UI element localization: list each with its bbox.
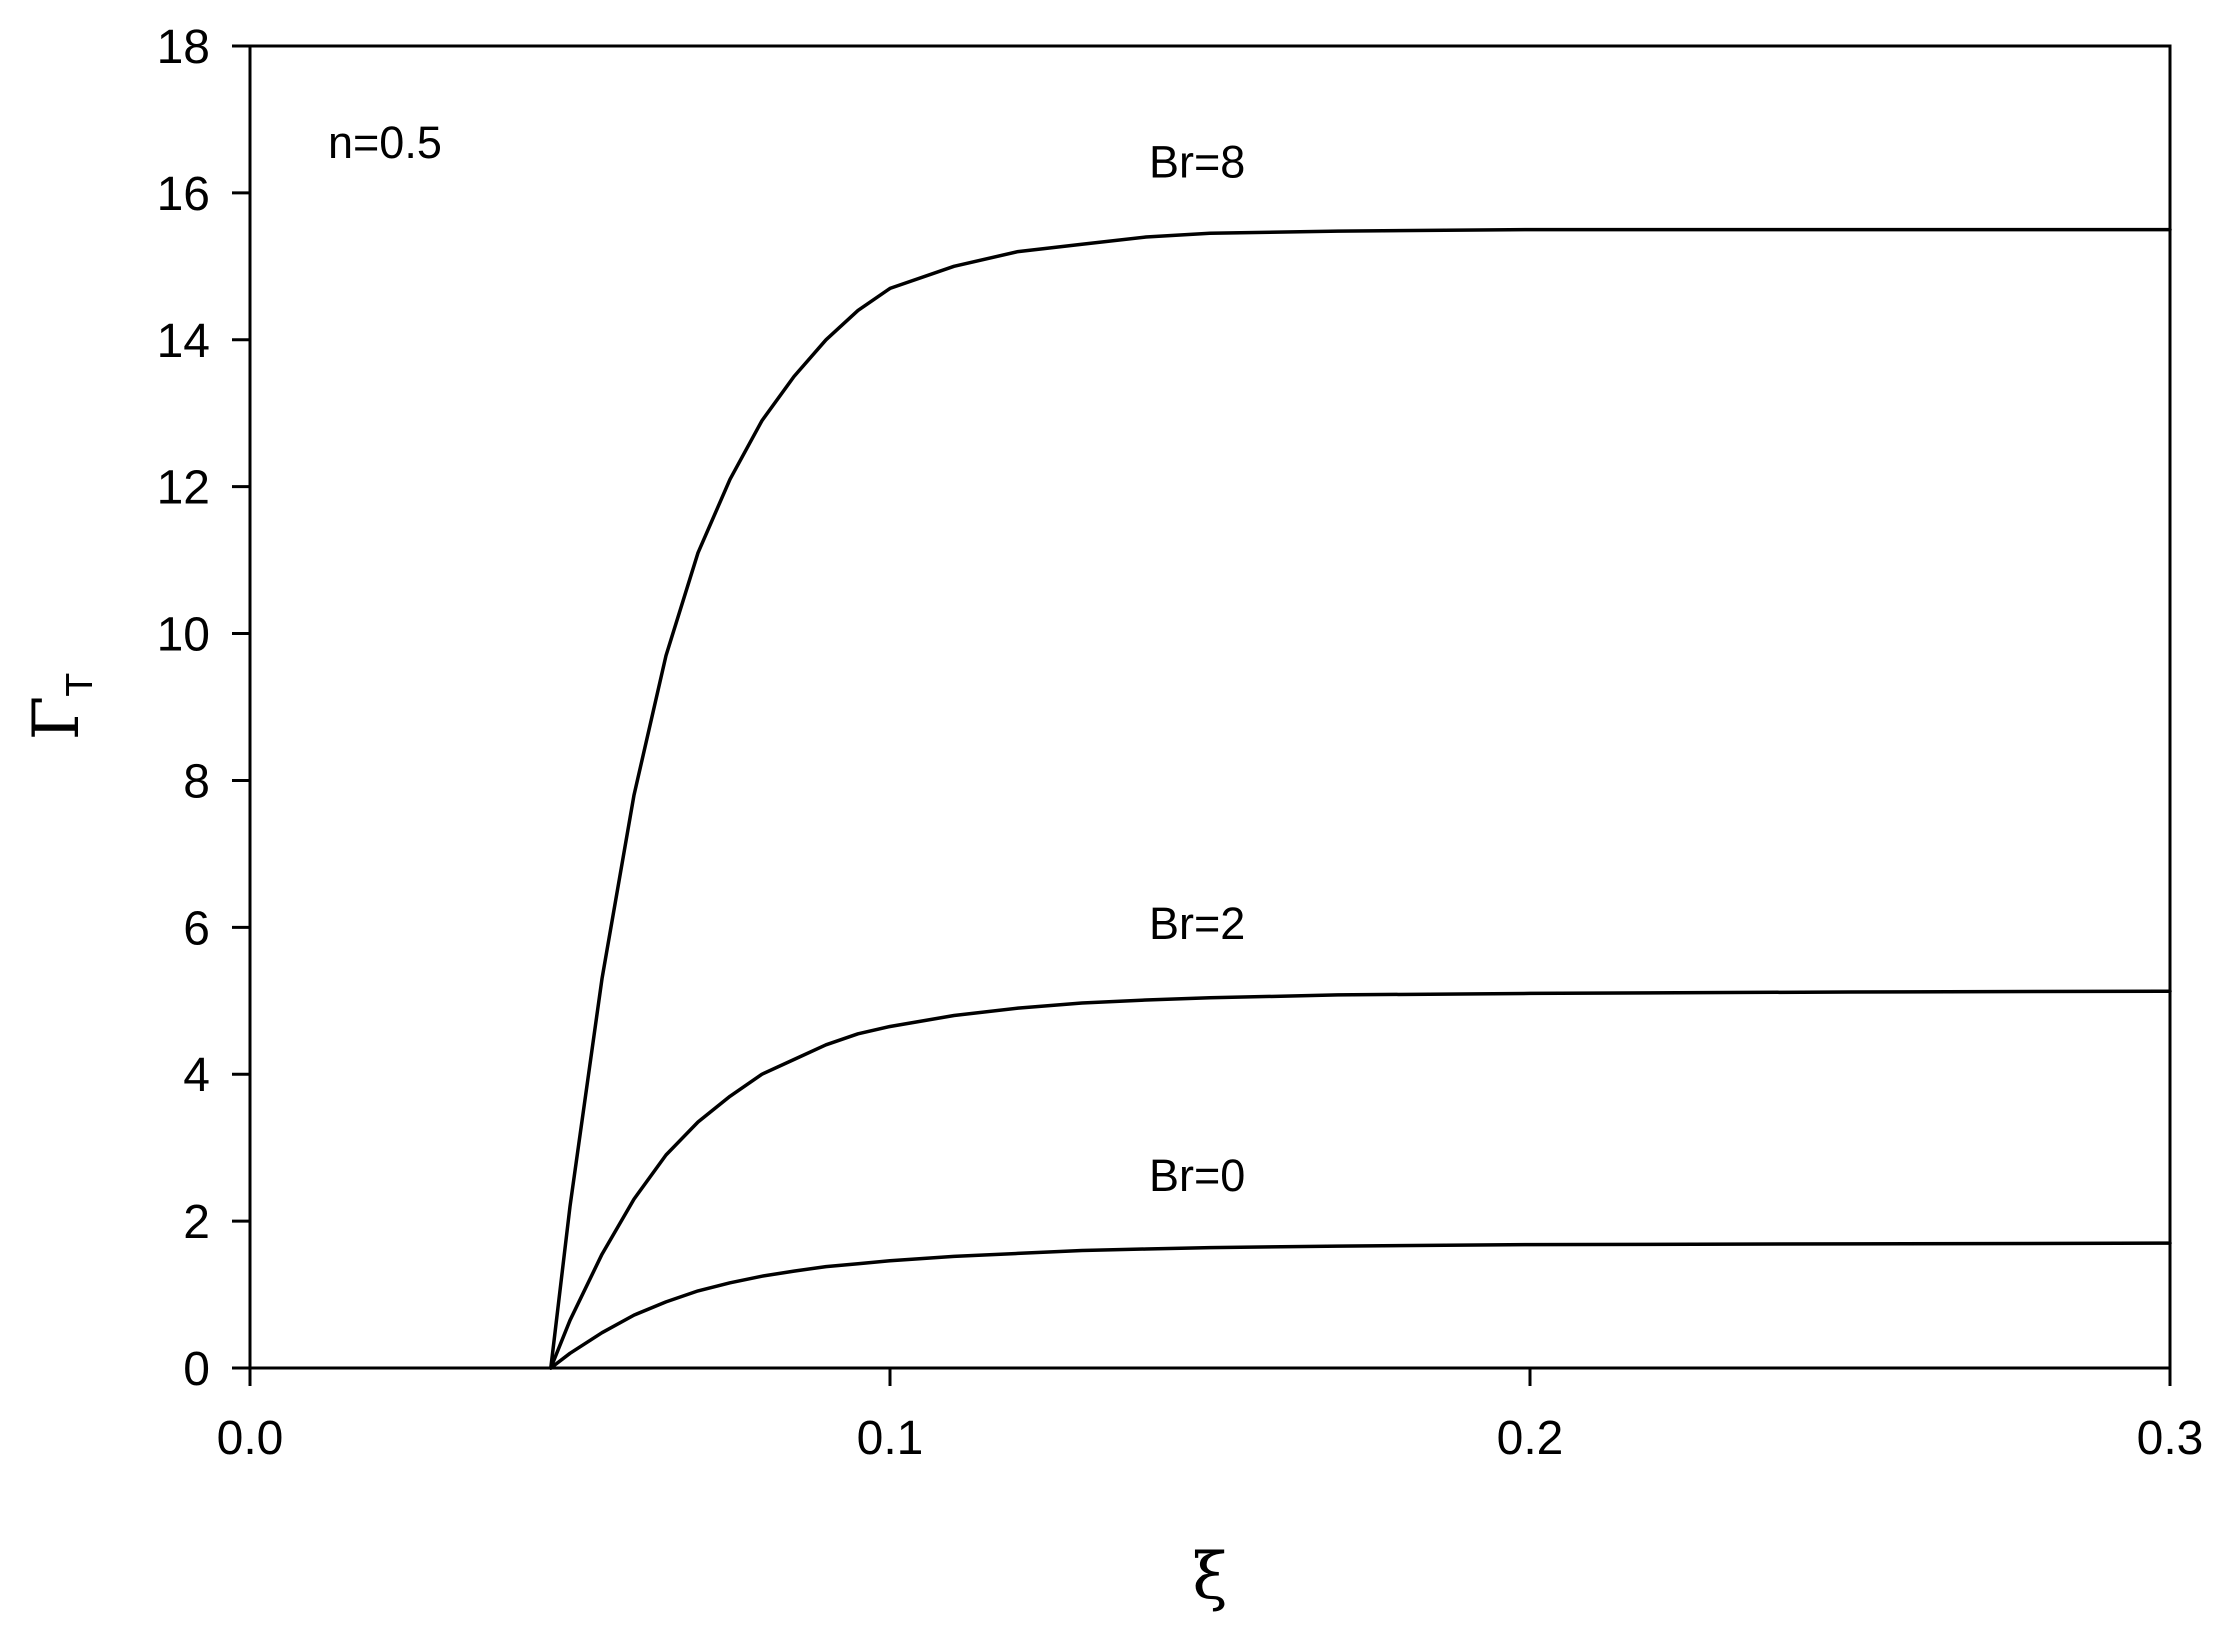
y-tick-label: 6 bbox=[183, 902, 210, 955]
series-line-0 bbox=[549, 227, 2172, 1370]
y-tick-label: 18 bbox=[157, 21, 210, 74]
series-labels: Br=8 Br=2 Br=0 bbox=[1149, 137, 1245, 1202]
x-tick-label: 0.3 bbox=[2137, 1412, 2204, 1465]
series-label-2: Br=0 bbox=[1149, 1150, 1245, 1201]
plot-frame bbox=[248, 44, 2172, 1370]
series-label-1: Br=2 bbox=[1149, 898, 1245, 949]
y-tick-label: 10 bbox=[157, 609, 210, 662]
series-label-0: Br=8 bbox=[1149, 137, 1245, 188]
y-tick-label: 0 bbox=[183, 1343, 210, 1396]
tick-labels: 0.0 0.1 0.2 0.3 0 2 4 6 8 10 12 14 16 18 bbox=[157, 21, 2204, 1465]
y-tick-label: 12 bbox=[157, 462, 210, 515]
svg-text:ΓT: ΓT bbox=[20, 673, 101, 740]
series-line-1 bbox=[549, 989, 2172, 1370]
y-tick-label: 16 bbox=[157, 168, 210, 221]
x-tick-label: 0.0 bbox=[217, 1412, 284, 1465]
y-tick-label: 2 bbox=[183, 1196, 210, 1249]
y-tick-label: 4 bbox=[183, 1049, 210, 1102]
y-axis-title-main: Γ bbox=[20, 696, 94, 740]
series-lines bbox=[549, 227, 2172, 1370]
y-axis-title-subscript: T bbox=[60, 673, 101, 697]
x-axis-title: ξ bbox=[1192, 1540, 1227, 1614]
x-tick-label: 0.2 bbox=[1497, 1412, 1564, 1465]
series-line-2 bbox=[549, 1241, 2172, 1370]
y-tick-label: 14 bbox=[157, 315, 210, 368]
x-tick-label: 0.1 bbox=[857, 1412, 924, 1465]
y-axis-title: ΓT bbox=[20, 673, 101, 740]
annotation-n: n=0.5 bbox=[328, 117, 442, 168]
y-tick-label: 8 bbox=[183, 755, 210, 808]
tick-marks bbox=[232, 44, 2172, 1386]
